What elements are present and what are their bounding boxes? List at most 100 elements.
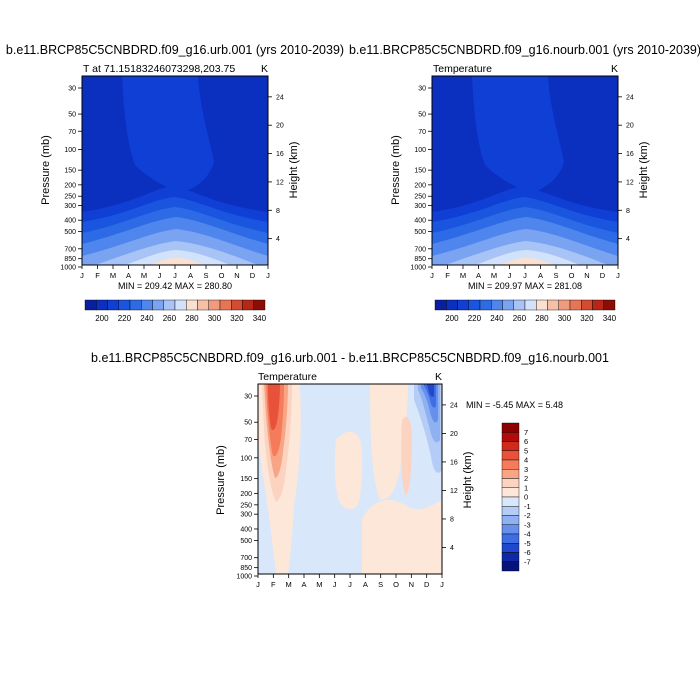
colorbar-label: 3 [524, 465, 528, 474]
y-right-tick-label: 12 [450, 488, 458, 495]
y-tick-label: 150 [240, 476, 252, 483]
panel-nourb-ylabel: Pressure (mb) [390, 135, 402, 205]
x-tick-label: M [460, 271, 466, 280]
x-tick-label: D [250, 271, 256, 280]
x-tick-label: F [445, 271, 450, 280]
y-right-tick-label: 16 [626, 151, 634, 158]
y-tick-label: 1000 [60, 265, 76, 272]
colorbar-swatch [501, 543, 520, 553]
panel-urb-title: b.e11.BRCP85C5CNBDRD.f09_g16.urb.001 (yr… [6, 43, 344, 57]
x-tick-label: J [430, 271, 434, 280]
y-tick-label: 30 [244, 394, 252, 401]
x-tick-label: J [173, 271, 177, 280]
colorbar-label: 280 [535, 314, 549, 323]
colorbar-swatch [253, 299, 266, 311]
y-right-tick-label: 20 [276, 123, 284, 130]
colorbar-swatch [513, 299, 526, 311]
colorbar-swatch [107, 299, 119, 311]
y-tick-label: 850 [240, 565, 252, 572]
colorbar-label: -3 [524, 520, 531, 529]
panel-diff-title: b.e11.BRCP85C5CNBDRD.f09_g16.urb.001 - b… [91, 351, 609, 365]
colorbar-swatch [468, 299, 481, 311]
colorbar-swatch [501, 552, 520, 562]
x-tick-label: M [286, 580, 292, 589]
colorbar-label: -7 [524, 557, 531, 566]
colorbar-swatch [592, 299, 604, 311]
y-tick-label: 70 [244, 437, 252, 444]
colorbar-swatch [603, 299, 616, 311]
y-tick-label: 100 [240, 455, 252, 462]
panel-diff-minmax: MIN = -5.45 MAX = 5.48 [466, 400, 563, 410]
colorbar-label: 6 [524, 437, 528, 446]
colorbar-swatch [501, 441, 520, 451]
colorbar-swatch [174, 299, 187, 311]
x-tick-label: M [491, 271, 497, 280]
colorbar-swatch [501, 450, 520, 461]
y-tick-label: 30 [68, 86, 76, 93]
y-right-tick-label: 20 [450, 431, 458, 438]
y-right-tick-label: 8 [626, 208, 630, 215]
x-tick-label: N [409, 580, 414, 589]
x-tick-label: J [508, 271, 512, 280]
y-tick-label: 850 [414, 256, 426, 263]
colorbar-swatch [501, 524, 520, 535]
panel-nourb-minmax: MIN = 209.97 MAX = 281.08 [468, 281, 582, 291]
x-tick-label: J [440, 580, 444, 589]
panel-diff-y-axis: 30 50 70 100 150 200 250 300 400 500 700 850 1000 [236, 394, 258, 581]
colorbar-swatch [501, 506, 520, 516]
panel-urb-ylabel-right: Height (km) [288, 142, 300, 199]
y-right-tick-label: 12 [626, 179, 634, 186]
colorbar-label: 240 [490, 314, 504, 323]
y-tick-label: 1000 [410, 265, 426, 272]
y-right-tick-label: 8 [276, 208, 280, 215]
colorbar-swatch [501, 561, 520, 572]
y-tick-label: 100 [414, 147, 426, 154]
x-tick-label: J [333, 580, 337, 589]
x-tick-label: A [126, 271, 131, 280]
x-tick-label: A [538, 271, 543, 280]
panel-nourb-heatmap [432, 76, 618, 265]
y-right-tick-label: 4 [626, 236, 630, 243]
colorbar-label: -2 [524, 511, 531, 520]
y-tick-label: 70 [68, 129, 76, 136]
colorbar-swatch [501, 422, 520, 433]
y-right-tick-label: 20 [626, 123, 634, 130]
y-tick-label: 1000 [236, 574, 252, 581]
colorbar-label: 340 [603, 314, 617, 323]
colorbar-swatch [501, 515, 520, 525]
colorbar-label: -4 [524, 530, 531, 539]
x-tick-label: O [569, 271, 575, 280]
y-right-tick-label: 24 [276, 94, 284, 101]
panel-urb-minmax: MIN = 209.42 MAX = 280.80 [118, 281, 232, 291]
y-tick-label: 700 [64, 246, 76, 253]
panel-urb-y-right-axis: 24 20 16 12 8 4 [268, 94, 284, 243]
panel-diff-ylabel-right: Height (km) [462, 452, 474, 509]
y-tick-label: 70 [418, 129, 426, 136]
x-tick-label: A [363, 580, 368, 589]
x-tick-label: S [553, 271, 558, 280]
x-tick-label: D [424, 580, 430, 589]
x-tick-label: M [110, 271, 116, 280]
y-tick-label: 400 [414, 218, 426, 225]
colorbar-swatch [501, 432, 520, 442]
colorbar-swatch [501, 459, 520, 470]
colorbar-swatch [501, 469, 520, 479]
colorbar-swatch [502, 299, 514, 311]
y-tick-label: 700 [240, 555, 252, 562]
panel-urb: b.e11.BRCP85C5CNBDRD.f09_g16.urb.001 (yr… [6, 43, 344, 323]
x-tick-label: J [80, 271, 84, 280]
y-tick-label: 30 [418, 86, 426, 93]
y-tick-label: 200 [64, 182, 76, 189]
panel-nourb-y-right-axis: 24 20 16 12 8 4 [618, 94, 634, 243]
y-tick-label: 400 [64, 218, 76, 225]
x-tick-label: J [266, 271, 270, 280]
x-tick-label: J [256, 580, 260, 589]
x-tick-label: F [271, 580, 276, 589]
panel-diff-unit: K [435, 371, 442, 383]
colorbar-label: 260 [513, 314, 527, 323]
panel-nourb-colorbar: 200 220 240 260 280 300 320 340 [434, 299, 617, 323]
colorbar-swatch [501, 478, 520, 488]
colorbar-swatch [569, 299, 582, 311]
colorbar-label: 260 [163, 314, 177, 323]
